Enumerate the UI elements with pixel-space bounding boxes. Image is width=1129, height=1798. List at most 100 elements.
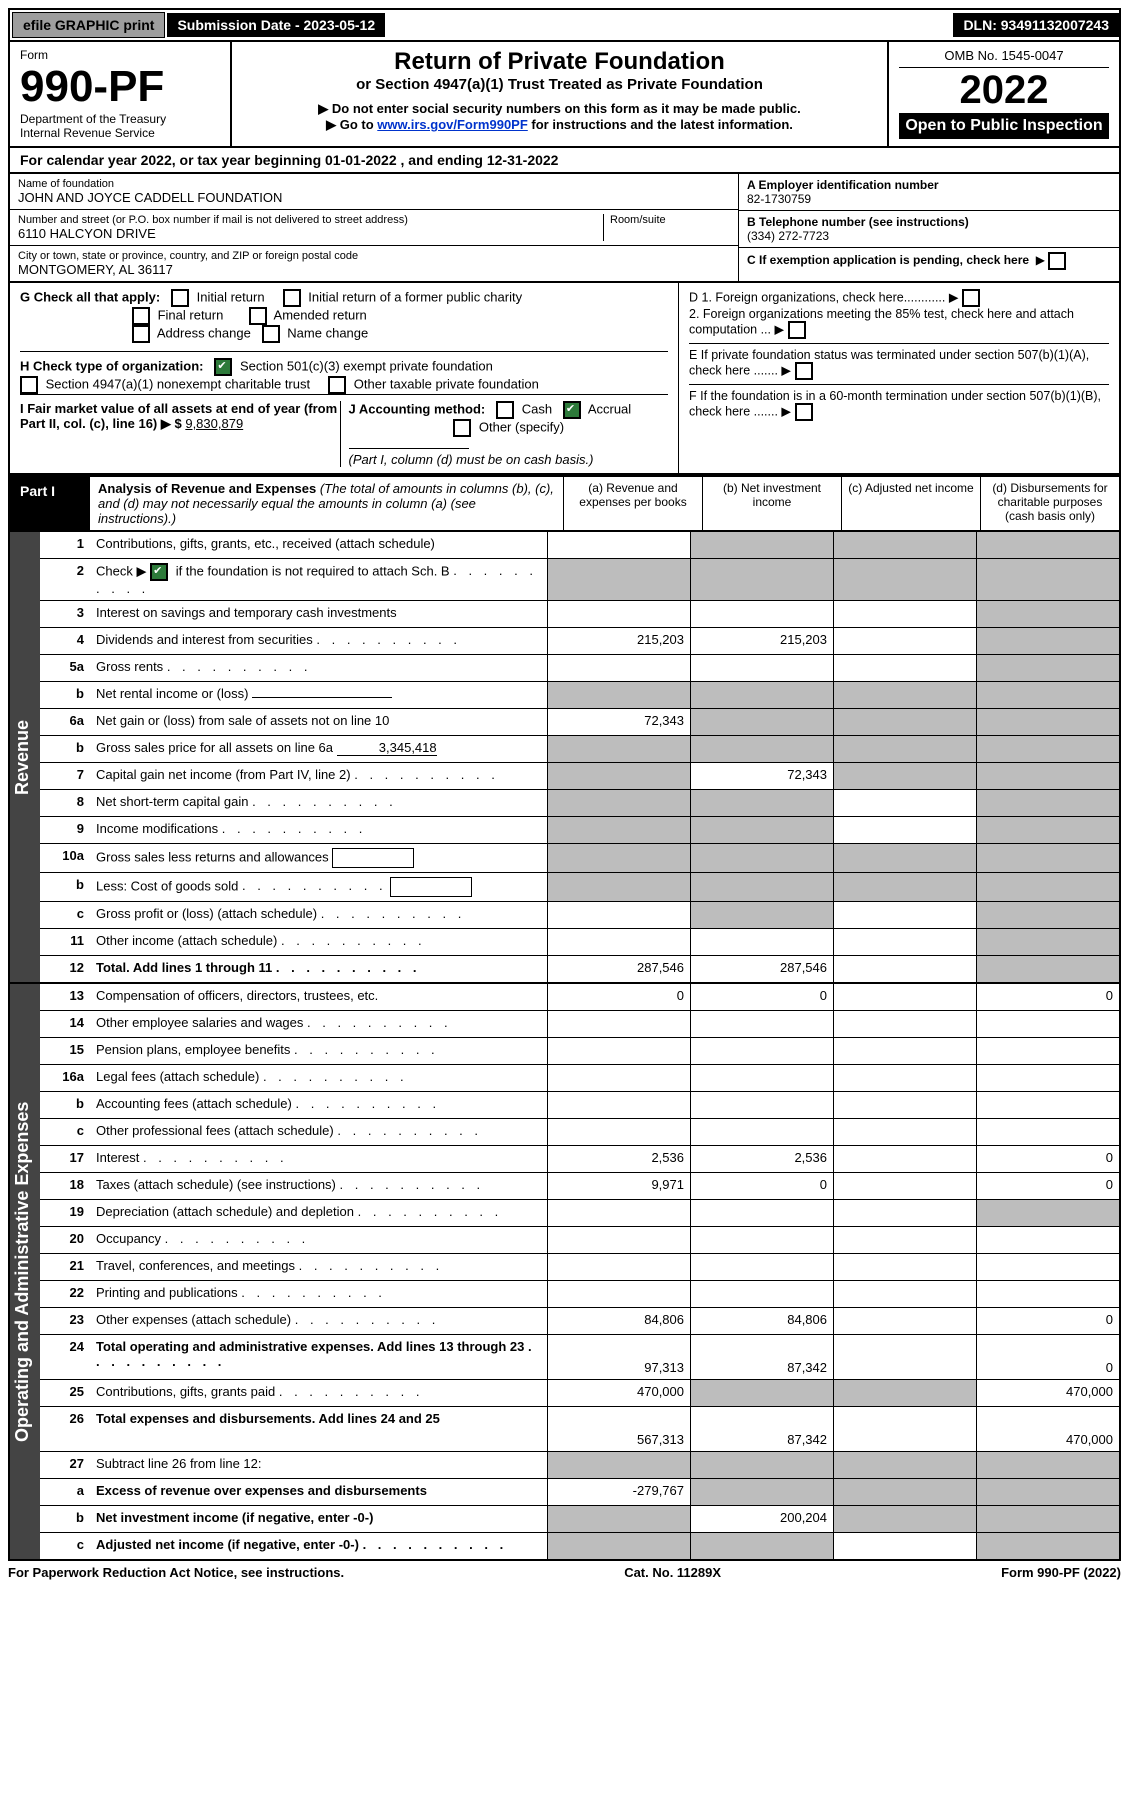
4947-checkbox[interactable] (20, 376, 38, 394)
line-desc: Net rental income or (loss) (96, 686, 248, 701)
cell-value: 72,343 (547, 709, 690, 735)
line-desc: Gross sales price for all assets on line… (96, 740, 333, 755)
line-desc: Accounting fees (attach schedule) (96, 1096, 292, 1111)
line-desc: Net gain or (loss) from sale of assets n… (90, 709, 547, 735)
line-desc: Contributions, gifts, grants paid (96, 1384, 275, 1399)
cell-value: 0 (976, 984, 1119, 1010)
line-num: c (40, 902, 90, 928)
line-desc: Subtract line 26 from line 12: (90, 1452, 547, 1478)
d2-checkbox[interactable] (788, 321, 806, 339)
initial-former-label: Initial return of a former public charit… (308, 289, 522, 304)
line-desc: Gross profit or (loss) (attach schedule) (96, 906, 317, 921)
cell-value: 0 (690, 1173, 833, 1199)
line-num: 17 (40, 1146, 90, 1172)
cell-value: 0 (976, 1173, 1119, 1199)
line-desc: Excess of revenue over expenses and disb… (90, 1479, 547, 1505)
form-header: Form 990-PF Department of the Treasury I… (8, 42, 1121, 148)
page-footer: For Paperwork Reduction Act Notice, see … (8, 1561, 1121, 1584)
line-desc: Pension plans, employee benefits (96, 1042, 290, 1057)
initial-return-label: Initial return (197, 289, 265, 304)
line-num: 22 (40, 1281, 90, 1307)
initial-return-checkbox[interactable] (171, 289, 189, 307)
footer-right: Form 990-PF (2022) (1001, 1565, 1121, 1580)
501c3-checkbox[interactable] (214, 358, 232, 376)
cell-value: 0 (690, 984, 833, 1010)
line-desc: Capital gain net income (from Part IV, l… (96, 767, 351, 782)
line-num: 23 (40, 1308, 90, 1334)
line-desc: Other professional fees (attach schedule… (96, 1123, 334, 1138)
4947-label: Section 4947(a)(1) nonexempt charitable … (46, 376, 310, 391)
initial-former-checkbox[interactable] (283, 289, 301, 307)
footer-mid: Cat. No. 11289X (624, 1565, 721, 1580)
other-taxable-checkbox[interactable] (328, 376, 346, 394)
expenses-tab: Operating and Administrative Expenses (10, 984, 40, 1559)
calendar-year-row: For calendar year 2022, or tax year begi… (8, 148, 1121, 174)
line-num: 1 (40, 532, 90, 558)
line-num: 11 (40, 929, 90, 955)
line-desc: Other employee salaries and wages (96, 1015, 303, 1030)
final-return-checkbox[interactable] (132, 307, 150, 325)
line-desc: Total expenses and disbursements. Add li… (90, 1407, 547, 1451)
identity-block: Name of foundation JOHN AND JOYCE CADDEL… (8, 174, 1121, 283)
line-desc: Less: Cost of goods sold (96, 878, 238, 893)
line-num: b (40, 1092, 90, 1118)
name-change-checkbox[interactable] (262, 325, 280, 343)
revenue-section: Revenue 1Contributions, gifts, grants, e… (8, 532, 1121, 984)
cell-value: 2,536 (547, 1146, 690, 1172)
cell-value: 0 (1106, 1360, 1113, 1375)
cell-value: 97,313 (644, 1360, 684, 1375)
d1-label: D 1. Foreign organizations, check here..… (689, 290, 945, 304)
amended-return-checkbox[interactable] (249, 307, 267, 325)
other-method-label: Other (specify) (479, 419, 564, 434)
line-desc: Contributions, gifts, grants, etc., rece… (90, 532, 547, 558)
submission-date: Submission Date - 2023-05-12 (167, 13, 385, 37)
other-method-checkbox[interactable] (453, 419, 471, 437)
form-subtitle: or Section 4947(a)(1) Trust Treated as P… (242, 76, 877, 93)
address-change-label: Address change (157, 325, 251, 340)
cell-value: 2,536 (690, 1146, 833, 1172)
schb-checkbox[interactable] (150, 563, 168, 581)
check-section: G Check all that apply: Initial return I… (8, 283, 1121, 475)
line-num: 13 (40, 984, 90, 1010)
form990pf-link[interactable]: www.irs.gov/Form990PF (377, 117, 528, 132)
e-checkbox[interactable] (795, 362, 813, 380)
street-label: Number and street (or P.O. box number if… (18, 214, 603, 226)
foundation-name: JOHN AND JOYCE CADDELL FOUNDATION (18, 190, 730, 205)
cell-value: 215,203 (547, 628, 690, 654)
line-desc: Interest (96, 1150, 139, 1165)
line-desc: Compensation of officers, directors, tru… (90, 984, 547, 1010)
line-num: b (40, 1506, 90, 1532)
g-label: G Check all that apply: (20, 289, 160, 304)
cash-checkbox[interactable] (496, 401, 514, 419)
line-num: 10a (40, 844, 90, 872)
exemption-checkbox[interactable] (1048, 252, 1066, 270)
line-num: b (40, 873, 90, 901)
name-label: Name of foundation (18, 178, 730, 190)
cell-value: 9,971 (547, 1173, 690, 1199)
irs-label: Internal Revenue Service (20, 126, 220, 140)
line-num: 21 (40, 1254, 90, 1280)
open-inspection: Open to Public Inspection (899, 113, 1109, 139)
line-num: 14 (40, 1011, 90, 1037)
other-taxable-label: Other taxable private foundation (354, 376, 539, 391)
d1-checkbox[interactable] (962, 289, 980, 307)
line-desc: Legal fees (attach schedule) (96, 1069, 259, 1084)
line-num: 19 (40, 1200, 90, 1226)
line-desc-post: if the foundation is not required to att… (172, 563, 450, 578)
note2-pre: ▶ Go to (326, 117, 377, 132)
col-b-header: (b) Net investment income (702, 477, 841, 530)
efile-button[interactable]: efile GRAPHIC print (12, 12, 165, 38)
phone-value: (334) 272-7723 (747, 229, 1111, 243)
cell-value: 215,203 (690, 628, 833, 654)
part-i-header: Part I Analysis of Revenue and Expenses … (8, 475, 1121, 532)
form-note1: ▶ Do not enter social security numbers o… (242, 101, 877, 117)
address-change-checkbox[interactable] (132, 325, 150, 343)
inline-value: 3,345,418 (337, 740, 437, 756)
f-checkbox[interactable] (795, 403, 813, 421)
line-num: 5a (40, 655, 90, 681)
d2-label: 2. Foreign organizations meeting the 85%… (689, 307, 1074, 336)
final-return-label: Final return (158, 307, 224, 322)
cell-value: -279,767 (547, 1479, 690, 1505)
accrual-checkbox[interactable] (563, 401, 581, 419)
j-label: J Accounting method: (349, 401, 486, 416)
